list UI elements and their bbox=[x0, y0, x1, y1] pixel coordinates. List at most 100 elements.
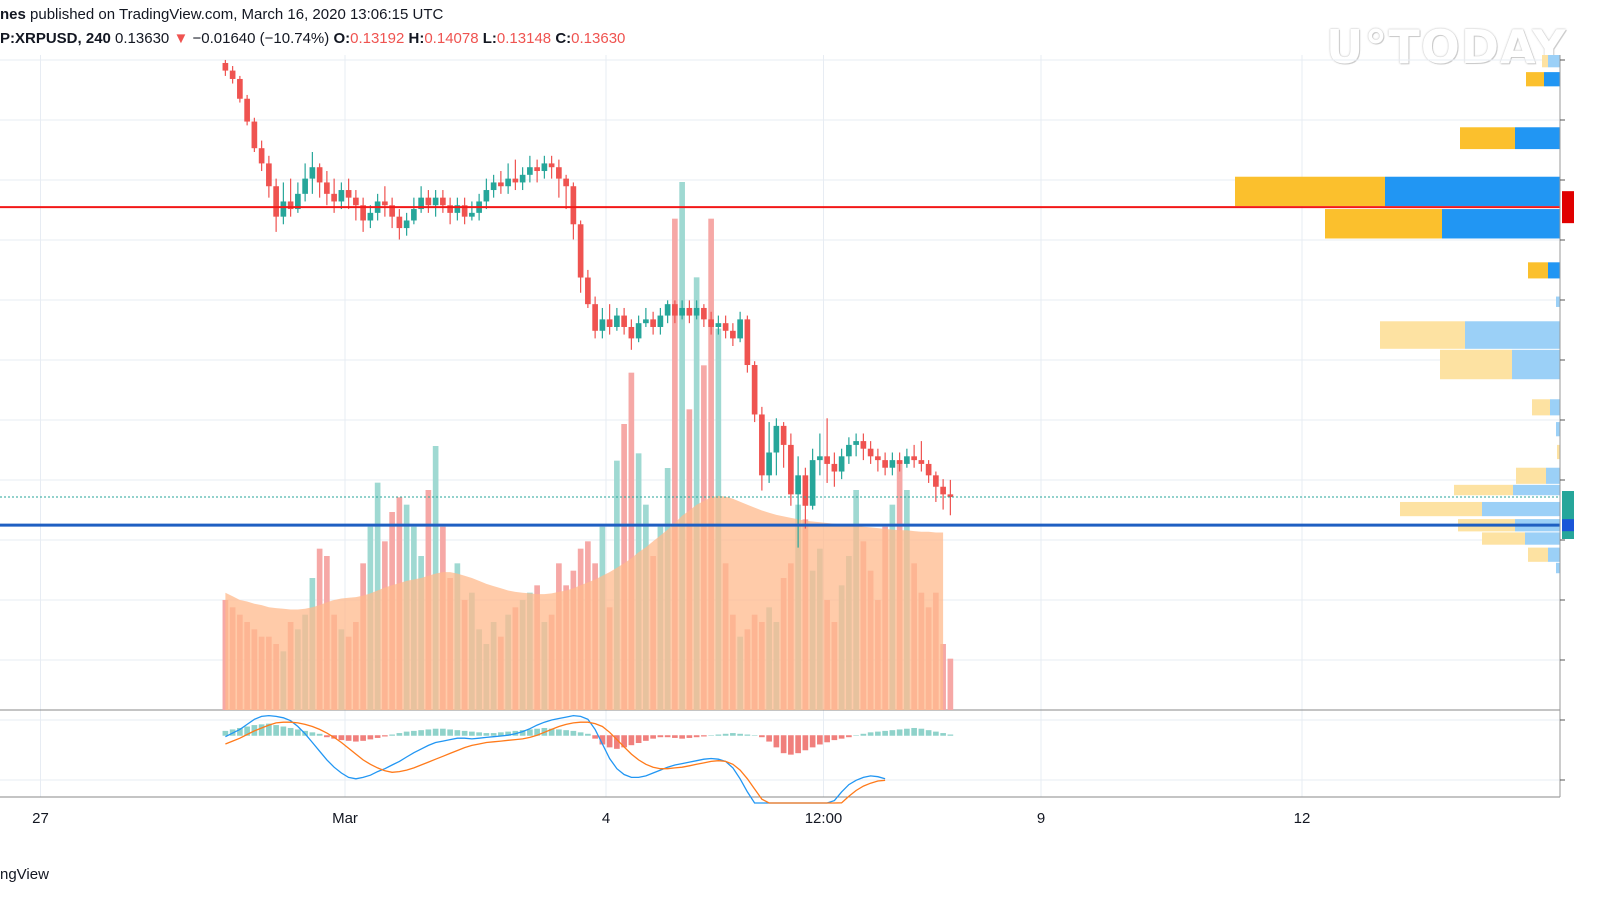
profile-down-bar bbox=[1400, 501, 1482, 517]
price-change: −0.01640 (−10.74%) bbox=[192, 30, 330, 47]
symbol-label[interactable]: XRPUSD, 240 bbox=[15, 30, 111, 47]
macd-hist-bar bbox=[258, 724, 265, 736]
macd-hist-bar bbox=[889, 730, 896, 736]
macd-hist-bar bbox=[773, 735, 780, 748]
candle-body bbox=[933, 475, 939, 487]
macd-hist-bar bbox=[664, 735, 671, 738]
price-scale[interactable] bbox=[1559, 55, 1574, 797]
macd-hist-bar bbox=[751, 735, 758, 736]
macd-hist-bar bbox=[599, 735, 606, 745]
volume-bar bbox=[672, 218, 678, 710]
grid bbox=[0, 55, 1560, 798]
x-tick-label: 4 bbox=[602, 810, 610, 827]
macd-hist-bar bbox=[490, 733, 497, 736]
candle-body bbox=[875, 456, 881, 461]
candle-body bbox=[809, 460, 816, 506]
close-value: 0.13630 bbox=[571, 30, 626, 47]
macd-hist-bar bbox=[788, 735, 794, 755]
candle-body bbox=[773, 425, 780, 453]
macd-hist-bar bbox=[563, 730, 569, 736]
macd-hist-bar bbox=[882, 730, 888, 736]
time-axis[interactable]: 2427Mar412:009121619232629 bbox=[0, 810, 1600, 827]
macd-hist-bar bbox=[295, 729, 301, 736]
profile-up-bar bbox=[1556, 296, 1560, 307]
candle-body bbox=[512, 178, 519, 183]
macd-hist-bar bbox=[403, 731, 410, 736]
macd-hist-bar bbox=[527, 729, 533, 736]
macd-hist-bar bbox=[280, 726, 287, 736]
candle-body bbox=[498, 182, 504, 187]
candle-body bbox=[411, 209, 417, 221]
macd-hist-bar bbox=[795, 735, 801, 754]
candle-body bbox=[722, 323, 729, 331]
macd-hist-bar bbox=[686, 735, 693, 738]
macd-hist-bar bbox=[505, 731, 511, 736]
volume-bar bbox=[628, 372, 635, 710]
candle-body bbox=[280, 201, 287, 217]
candle-body bbox=[766, 452, 772, 476]
macd-hist-bar bbox=[425, 729, 432, 736]
last-price-tag bbox=[1562, 491, 1574, 540]
volume-profile bbox=[1235, 55, 1560, 574]
profile-up-bar bbox=[1544, 72, 1560, 87]
candle-body bbox=[237, 78, 243, 99]
profile-down-bar bbox=[1460, 127, 1515, 150]
candle-body bbox=[838, 456, 845, 472]
candle-body bbox=[599, 319, 606, 331]
macd-hist-bar bbox=[860, 733, 867, 736]
volume-bar bbox=[708, 218, 714, 710]
macd-hist-bar bbox=[635, 735, 642, 744]
candle-body bbox=[606, 319, 613, 327]
candle-body bbox=[287, 201, 294, 210]
macd-hist-bar bbox=[222, 730, 229, 736]
macd-hist-bar bbox=[577, 732, 584, 736]
candle-body bbox=[309, 167, 316, 179]
candle-body bbox=[592, 304, 598, 331]
candle-body bbox=[273, 186, 279, 217]
candle-body bbox=[447, 205, 453, 213]
candle-body bbox=[817, 456, 823, 461]
macd-hist-bar bbox=[744, 734, 751, 736]
macd-hist-bar bbox=[925, 730, 932, 736]
candles bbox=[222, 59, 954, 548]
candle-body bbox=[548, 163, 555, 168]
macd-hist-bar bbox=[802, 735, 809, 751]
macd-hist-bar bbox=[345, 735, 352, 741]
macd-hist-bar bbox=[947, 734, 954, 736]
candle-body bbox=[316, 167, 323, 183]
candle-body bbox=[744, 319, 751, 366]
candle-body bbox=[715, 323, 722, 327]
candle-body bbox=[918, 460, 925, 464]
x-tick-label: Mar bbox=[332, 810, 358, 827]
candle-body bbox=[621, 315, 627, 327]
close-label: C: bbox=[555, 30, 572, 47]
candle-body bbox=[788, 444, 794, 495]
candle-body bbox=[585, 277, 591, 305]
volume-ma-area bbox=[225, 495, 944, 710]
macd-hist-bar bbox=[244, 726, 250, 736]
profile-down-bar bbox=[1516, 467, 1546, 484]
candle-body bbox=[418, 197, 424, 210]
horizontal-levels[interactable] bbox=[0, 206, 1560, 527]
open-label: O: bbox=[333, 30, 351, 47]
profile-up-bar bbox=[1513, 484, 1560, 496]
candle-body bbox=[331, 193, 337, 202]
volume-bar bbox=[693, 277, 700, 710]
candle-body bbox=[780, 425, 787, 445]
macd-hist-bar bbox=[266, 723, 272, 736]
candle-body bbox=[258, 148, 265, 164]
down-arrow-icon: ▼ bbox=[173, 30, 189, 47]
macd-hist-bar bbox=[360, 735, 366, 741]
candle-body bbox=[222, 62, 229, 71]
candle-body bbox=[911, 456, 917, 461]
macd-hist-bar bbox=[621, 735, 627, 748]
profile-up-bar bbox=[1556, 562, 1560, 574]
candle-body bbox=[505, 178, 511, 187]
candle-body bbox=[737, 319, 743, 339]
macd-hist-bar bbox=[382, 735, 388, 737]
macd-hist-bar bbox=[766, 735, 772, 742]
candle-body bbox=[324, 182, 330, 194]
tradingview-brand: ngView bbox=[0, 866, 49, 883]
profile-up-bar bbox=[1465, 321, 1560, 349]
